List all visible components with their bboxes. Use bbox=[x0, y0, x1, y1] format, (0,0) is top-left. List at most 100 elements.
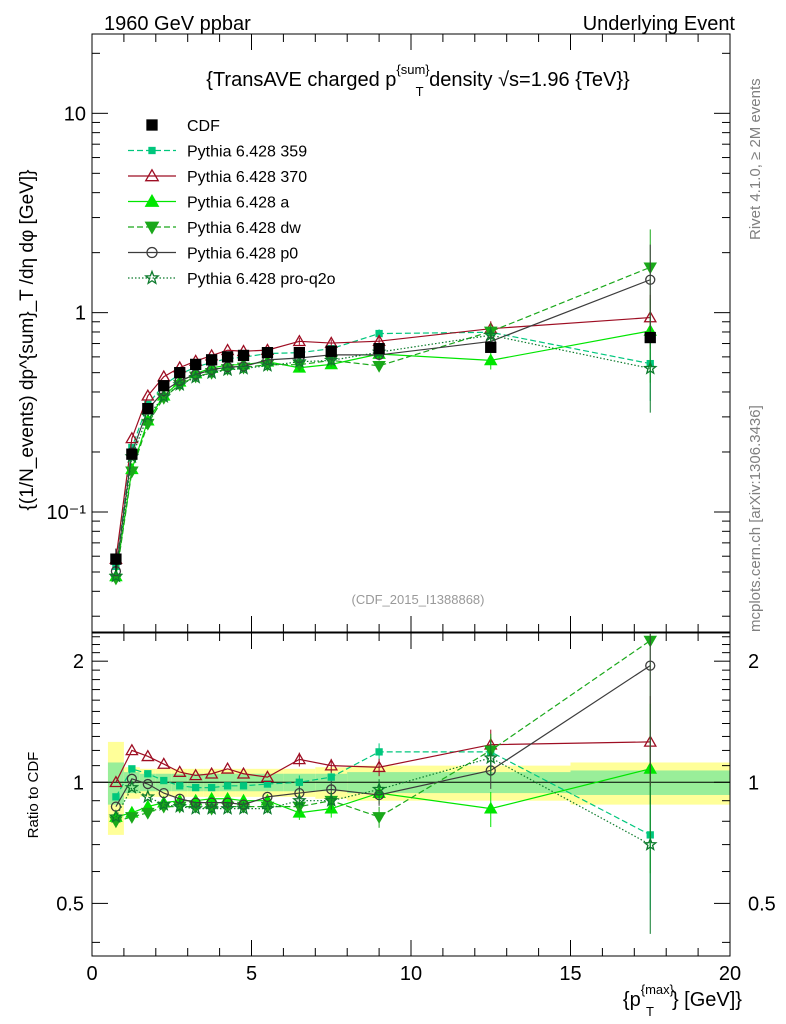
legend-label-pythia-6-428-a: Pythia 6.428 a bbox=[187, 195, 289, 212]
ratio-point-pythia-6-428-a bbox=[484, 801, 498, 814]
cdf-point bbox=[221, 351, 234, 363]
cdf-point bbox=[644, 331, 656, 344]
ratio-y-axis-label: Ratio to CDF bbox=[25, 752, 42, 839]
cdf-point bbox=[158, 380, 170, 392]
series-point-pythia-6-428-a bbox=[484, 353, 498, 366]
legend: CDF Pythia 6.428 359 Pythia 6.428 370 Pythi… bbox=[128, 118, 336, 288]
ratio-line-pythia-6-428-dw bbox=[115, 640, 651, 822]
cdf-point bbox=[126, 448, 138, 460]
cdf-point bbox=[110, 553, 122, 565]
cdf-point bbox=[174, 367, 186, 379]
ratio-point-pythia-6-428-370 bbox=[109, 775, 123, 788]
plot-title-sup: {sum} bbox=[396, 62, 430, 77]
legend-marker-pythia-6-428-p0 bbox=[146, 246, 158, 259]
ratio-point-pythia-6-428-359 bbox=[144, 770, 152, 778]
ratio-point-pythia-6-428-p0 bbox=[645, 660, 656, 671]
cdf-point bbox=[205, 354, 218, 366]
ratio-point-pythia-6-428-pro-q2o bbox=[108, 809, 124, 824]
cdf-point bbox=[142, 402, 154, 415]
rivet-version-label: Rivet 4.1.0, ≥ 2M events bbox=[747, 78, 764, 240]
plot-title: {TransAVE charged p{sum} T density √s=1.9… bbox=[206, 62, 630, 99]
ratio-point-pythia-6-428-pro-q2o bbox=[124, 779, 140, 794]
series-point-pythia-6-428-pro-q2o bbox=[172, 377, 188, 391]
ratio-point-pythia-6-428-p0 bbox=[142, 778, 153, 790]
ratio-point-pythia-6-428-p0 bbox=[190, 797, 201, 808]
series-point-pythia-6-428-370 bbox=[292, 334, 307, 347]
main-y-axis-label: {(1/N_events) dp^{sum}_T /dη dφ [GeV]} bbox=[17, 170, 38, 511]
series-point-pythia-6-428-pro-q2o bbox=[292, 354, 307, 368]
ratio-point-pythia-6-428-pro-q2o bbox=[188, 800, 203, 815]
ratio-point-pythia-6-428-359 bbox=[327, 773, 335, 781]
ratio-point-pythia-6-428-pro-q2o bbox=[642, 836, 658, 851]
ratio-y-tick-label-right: 0.5 bbox=[748, 893, 776, 915]
series-point-pythia-6-428-pro-q2o bbox=[220, 362, 235, 377]
ratio-point-pythia-6-428-pro-q2o bbox=[204, 800, 219, 815]
x-tick-label: 20 bbox=[719, 963, 741, 985]
header-right: Underlying Event bbox=[583, 13, 736, 35]
ratio-point-pythia-6-428-pro-q2o bbox=[220, 800, 235, 815]
x-tick-label: 5 bbox=[246, 963, 257, 985]
ratio-point-pythia-6-428-370 bbox=[292, 752, 307, 765]
ratio-y-tick-label-right: 2 bbox=[748, 651, 759, 673]
legend-marker-pythia-6-428-dw bbox=[144, 221, 160, 235]
ratio-point-pythia-6-428-p0 bbox=[158, 787, 169, 799]
legend-label-pythia-6-428-370: Pythia 6.428 370 bbox=[187, 169, 307, 186]
legend-marker-pythia-6-428-a bbox=[144, 193, 160, 207]
ratio-point-pythia-6-428-pro-q2o bbox=[483, 750, 499, 765]
ratio-point-pythia-6-428-359 bbox=[112, 793, 120, 801]
series-line-pythia-6-428-370 bbox=[115, 316, 651, 560]
ratio-point-pythia-6-428-359 bbox=[207, 783, 216, 792]
series-point-pythia-6-428-370 bbox=[141, 388, 155, 401]
ratio-point-pythia-6-428-370 bbox=[188, 768, 203, 781]
ratio-line-pythia-6-428-pro-q2o bbox=[115, 757, 651, 846]
series-point-pythia-6-428-pro-q2o bbox=[188, 369, 203, 384]
main-y-tick-label: 10 bbox=[64, 103, 86, 125]
ratio-point-pythia-6-428-370 bbox=[236, 766, 251, 779]
x-axis-label: {p{max} T} [GeV]} bbox=[623, 982, 742, 1019]
cdf-point bbox=[373, 342, 385, 355]
ratio-point-pythia-6-428-370 bbox=[372, 760, 386, 773]
ratio-point-pythia-6-428-pro-q2o bbox=[260, 800, 275, 815]
ratio-point-pythia-6-428-dw bbox=[372, 812, 386, 824]
analysis-id: (CDF_2015_I1388868) bbox=[352, 592, 485, 607]
header-left: 1960 GeV ppbar bbox=[104, 13, 251, 35]
ratio-point-pythia-6-428-370 bbox=[125, 743, 139, 756]
ratio-point-pythia-6-428-359 bbox=[176, 782, 184, 790]
ratio-point-pythia-6-428-370 bbox=[141, 749, 155, 762]
ratio-point-pythia-6-428-p0 bbox=[206, 797, 217, 808]
cdf-point bbox=[485, 341, 497, 353]
plot-title-tail: density √s=1.96 {TeV}} bbox=[424, 69, 630, 91]
ratio-y-tick-label: 2 bbox=[73, 651, 84, 673]
ratio-point-pythia-6-428-pro-q2o bbox=[292, 792, 307, 807]
ratio-point-pythia-6-428-p0 bbox=[238, 799, 249, 810]
legend-marker-cdf bbox=[146, 119, 158, 131]
ratio-point-pythia-6-428-370 bbox=[260, 770, 275, 782]
series-point-pythia-6-428-pro-q2o bbox=[236, 360, 251, 375]
mcplots-label: mcplots.cern.ch [arXiv:1306.3436] bbox=[747, 405, 764, 632]
main-y-tick-label: 10⁻¹ bbox=[47, 502, 87, 524]
legend-label-pythia-6-428-p0: Pythia 6.428 p0 bbox=[187, 246, 298, 263]
x-axis-label-tail: } [GeV]} bbox=[672, 989, 742, 1011]
x-axis-label-sup: {max} bbox=[641, 982, 675, 997]
ratio-point-pythia-6-428-359 bbox=[239, 782, 248, 790]
legend-marker-pythia-6-428-359 bbox=[148, 146, 156, 155]
ratio-point-pythia-6-428-359 bbox=[295, 778, 304, 786]
x-tick-label: 10 bbox=[400, 963, 422, 985]
ratio-point-pythia-6-428-370 bbox=[324, 758, 338, 771]
ratio-y-tick-label: 1 bbox=[73, 772, 84, 794]
x-axis-label-main: {p bbox=[623, 989, 641, 1011]
ratio-panel: 0.5 0.51 12 20 5 10 15 20 bbox=[56, 632, 776, 985]
ratio-point-pythia-6-428-pro-q2o bbox=[172, 798, 188, 813]
ratio-point-pythia-6-428-370 bbox=[220, 761, 235, 774]
series-line-pythia-6-428-359 bbox=[115, 331, 651, 567]
ratio-point-pythia-6-428-370 bbox=[172, 765, 187, 777]
series-point-pythia-6-428-dw bbox=[372, 360, 386, 373]
cdf-point bbox=[325, 345, 337, 357]
series-point-pythia-6-428-pro-q2o bbox=[204, 365, 219, 380]
ratio-y-tick-label: 0.5 bbox=[56, 893, 84, 915]
legend-label-pythia-6-428-359: Pythia 6.428 359 bbox=[187, 144, 307, 161]
ratio-point-pythia-6-428-p0 bbox=[174, 793, 185, 804]
ratio-point-pythia-6-428-pro-q2o bbox=[371, 781, 387, 796]
ratio-point-pythia-6-428-p0 bbox=[262, 791, 273, 803]
